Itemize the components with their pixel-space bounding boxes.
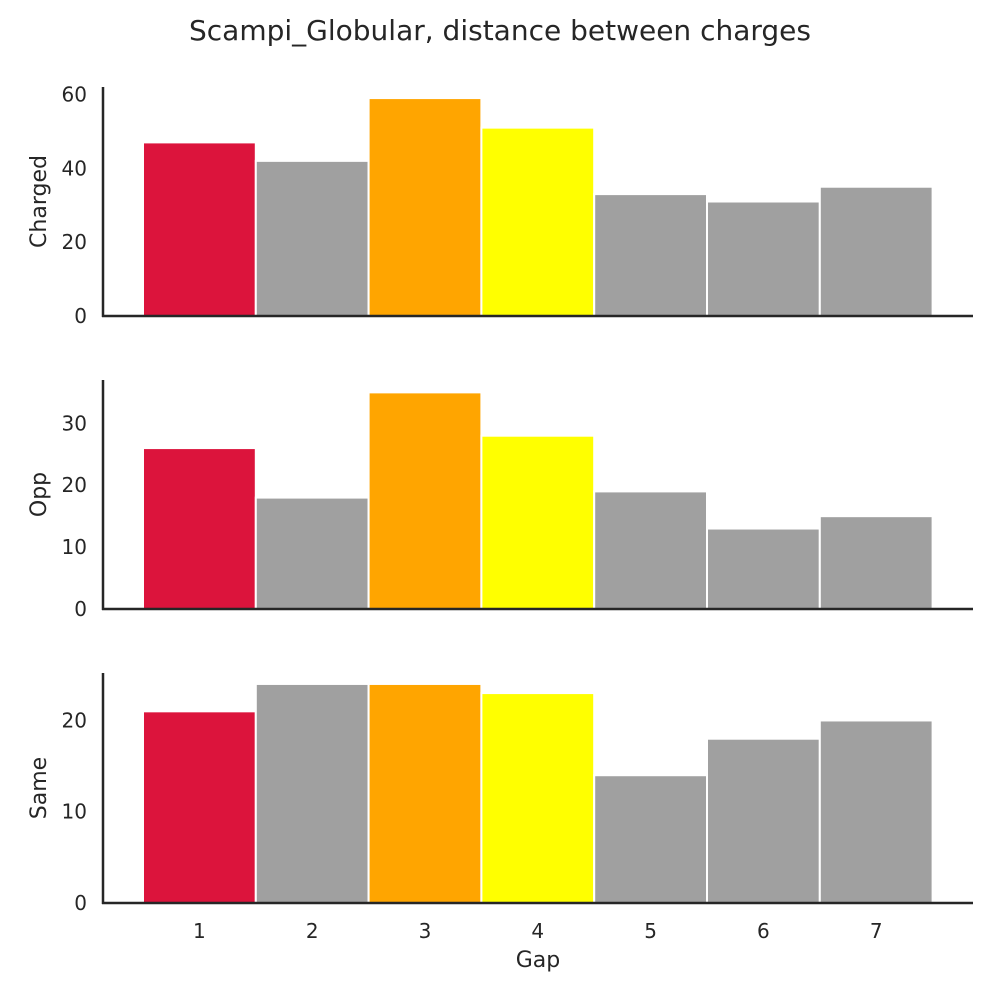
x-tick-label: 1	[193, 919, 206, 943]
bar-gap-3	[367, 682, 483, 905]
bar-gap-1	[142, 447, 257, 610]
y-tick-label: 20	[62, 708, 87, 732]
x-axis-label: Gap	[516, 948, 561, 973]
y-tick-label: 0	[74, 891, 87, 915]
y-tick-label: 0	[74, 597, 87, 621]
y-tick-label: 40	[62, 156, 87, 180]
x-tick-label: 4	[531, 919, 544, 943]
panel-charged: 0 20 40 60 Charged	[27, 82, 973, 328]
bar-gap-7	[818, 719, 934, 905]
y-tick-label: 30	[62, 411, 87, 435]
y-tick-label: 10	[62, 535, 87, 559]
y-axis-label: Opp	[27, 472, 52, 517]
x-tick-label: 2	[306, 919, 319, 943]
bar-gap-4	[480, 126, 596, 318]
bar-gap-2	[254, 496, 370, 611]
bar-gap-6	[706, 527, 821, 610]
bar-gap-4	[480, 434, 596, 610]
x-tick-label: 5	[644, 919, 657, 943]
y-tick-label: 20	[62, 230, 87, 254]
bar-gap-6	[706, 200, 821, 317]
bar-gap-3	[367, 391, 483, 611]
bar-gap-7	[818, 185, 934, 317]
panel-opp: 0 10 20 30 Opp	[27, 380, 973, 621]
bar-gap-2	[254, 159, 370, 317]
bar-gap-7	[818, 515, 934, 611]
x-tick-label: 6	[757, 919, 770, 943]
x-tick-label: 7	[870, 919, 883, 943]
bar-gap-3	[367, 97, 483, 317]
chart-title: Scampi_Globular, distance between charge…	[189, 14, 811, 47]
bar-gap-6	[706, 737, 821, 905]
bar-gap-2	[254, 682, 370, 905]
y-tick-label: 0	[74, 304, 87, 328]
bar-gap-1	[142, 141, 257, 317]
y-tick-label: 20	[62, 473, 87, 497]
y-axis-label: Charged	[27, 155, 52, 248]
bar-gap-4	[480, 692, 596, 904]
bar-gap-5	[593, 193, 709, 317]
x-tick-label: 3	[419, 919, 432, 943]
bar-gap-1	[142, 710, 257, 904]
bar-gap-5	[593, 774, 709, 905]
bar-gap-5	[593, 490, 709, 610]
panel-same: 0 10 20 Same	[27, 673, 973, 915]
y-axis-label: Same	[27, 757, 52, 819]
y-tick-label: 60	[62, 82, 87, 106]
y-tick-label: 10	[62, 800, 87, 824]
